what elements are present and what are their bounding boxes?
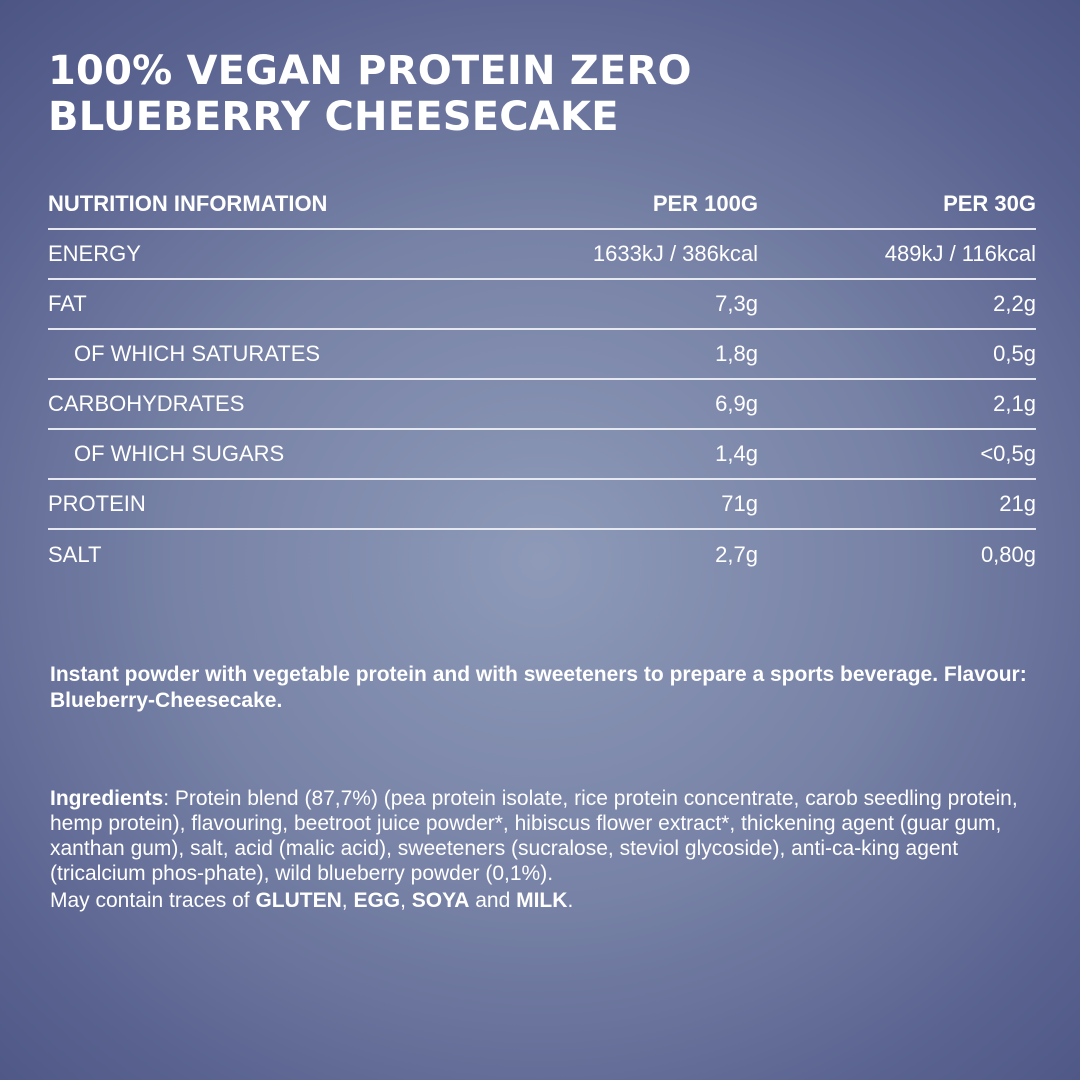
row-label: OF WHICH SATURATES — [74, 341, 321, 366]
row-per100: 2,7g — [715, 542, 758, 567]
nutrition-table-header: NUTRITION INFORMATION PER 100G PER 30G — [48, 180, 1036, 230]
allergen-gluten: GLUTEN — [255, 889, 342, 912]
nutrition-label-page: 100% VEGAN PROTEIN ZERO BLUEBERRY CHEESE… — [48, 48, 1036, 912]
allergen-soya: SOYA — [411, 889, 470, 912]
ingredients-list: : Protein blend (87,7%) (pea protein iso… — [50, 787, 1018, 885]
row-label: PROTEIN — [48, 491, 146, 516]
product-title-line2: BLUEBERRY CHEESECAKE — [48, 94, 619, 140]
nutrition-row-sugars: OF WHICH SUGARS 1,4g <0,5g — [48, 430, 1036, 480]
nutrition-table: NUTRITION INFORMATION PER 100G PER 30G E… — [48, 180, 1036, 580]
row-label: FAT — [48, 291, 87, 316]
allergen-egg: EGG — [353, 889, 401, 912]
header-label: NUTRITION INFORMATION — [48, 191, 328, 216]
header-per100: PER 100G — [652, 191, 758, 216]
row-per30: 489kJ / 116kcal — [884, 241, 1036, 266]
allergen-separator: , — [400, 889, 412, 912]
row-per100: 1633kJ / 386kcal — [592, 241, 758, 266]
row-per30: 2,1g — [993, 391, 1036, 416]
product-title: 100% VEGAN PROTEIN ZERO BLUEBERRY CHEESE… — [48, 48, 1036, 140]
row-per100: 71g — [721, 491, 758, 516]
product-title-line1: 100% VEGAN PROTEIN ZERO — [48, 48, 692, 94]
row-per30: 21g — [999, 491, 1036, 516]
row-per30: 2,2g — [993, 291, 1036, 316]
row-label: CARBOHYDRATES — [48, 391, 245, 416]
nutrition-row-energy: ENERGY 1633kJ / 386kcal 489kJ / 116kcal — [48, 230, 1036, 280]
row-per100: 7,3g — [715, 291, 758, 316]
row-per100: 6,9g — [715, 391, 758, 416]
header-per30: PER 30G — [943, 191, 1036, 216]
allergen-suffix: . — [567, 889, 574, 912]
row-label: OF WHICH SUGARS — [74, 441, 285, 466]
nutrition-row-fat: FAT 7,3g 2,2g — [48, 280, 1036, 330]
allergen-separator: , — [341, 889, 354, 912]
row-per30: 0,80g — [980, 542, 1036, 567]
row-per30: 0,5g — [993, 341, 1036, 366]
nutrition-row-protein: PROTEIN 71g 21g — [48, 480, 1036, 530]
nutrition-row-saturates: OF WHICH SATURATES 1,8g 0,5g — [48, 330, 1036, 380]
allergen-prefix: May contain traces of — [50, 889, 256, 912]
nutrition-row-salt: SALT 2,7g 0,80g — [48, 530, 1036, 580]
ingredients-text: Ingredients: Protein blend (87,7%) (pea … — [50, 786, 1025, 886]
row-label: SALT — [48, 542, 102, 567]
row-per30: <0,5g — [980, 441, 1036, 466]
ingredients-label: Ingredients — [50, 787, 164, 810]
row-per100: 1,4g — [715, 441, 758, 466]
row-label: ENERGY — [48, 241, 141, 266]
row-per100: 1,8g — [715, 341, 758, 366]
allergen-separator: and — [469, 889, 517, 912]
allergen-notice: May contain traces of GLUTEN, EGG, SOYA … — [50, 888, 573, 914]
product-description: Instant powder with vegetable protein an… — [50, 663, 1027, 712]
allergen-milk: MILK — [516, 889, 568, 912]
nutrition-row-carbohydrates: CARBOHYDRATES 6,9g 2,1g — [48, 380, 1036, 430]
